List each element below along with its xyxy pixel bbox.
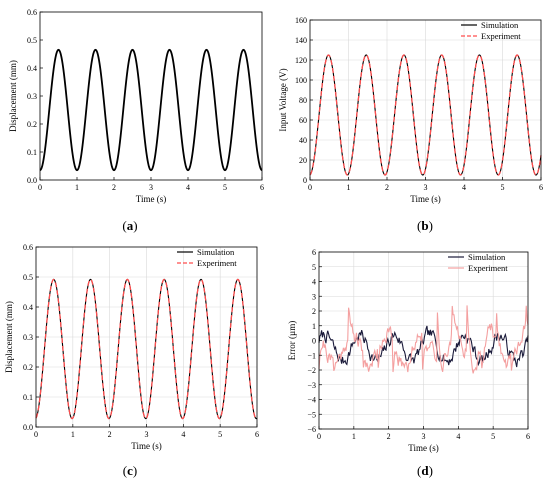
- y-tick-label: 0.2: [27, 120, 37, 129]
- y-axis-label: Displacement (mm): [8, 60, 18, 132]
- y-tick-label: −3: [307, 381, 316, 390]
- x-tick-label: 5: [218, 430, 222, 439]
- x-tick-label: 6: [526, 432, 530, 441]
- series-line-simulation: [318, 325, 529, 368]
- y-tick-label: 0.1: [27, 148, 37, 157]
- x-tick-label: 5: [491, 432, 495, 441]
- x-tick-label: 4: [186, 183, 190, 192]
- y-tick-label: 60: [299, 116, 307, 125]
- y-tick-label: 40: [299, 136, 307, 145]
- panel-label-d: (d): [417, 463, 433, 478]
- x-tick-label: 2: [108, 430, 112, 439]
- x-tick-label: 5: [223, 183, 227, 192]
- x-tick-label: 1: [71, 430, 75, 439]
- x-tick-label: 3: [149, 183, 153, 192]
- y-tick-label: 2: [312, 307, 316, 316]
- x-tick-label: 5: [501, 183, 505, 192]
- y-axis-label: Displacement (mm): [4, 301, 14, 373]
- y-tick-label: 20: [299, 156, 307, 165]
- x-axis-label: Time (s): [136, 194, 166, 204]
- grid-lines: [36, 247, 257, 427]
- legend-entry: Experiment: [468, 263, 508, 273]
- legend-entry: Experiment: [197, 258, 237, 268]
- y-tick-label: 120: [295, 56, 307, 65]
- chart-panel-c: 0 1 2 3 4 5 6 0.0 0.1 0.2 0.3 0.4 0.5 0.6 Time (s) Disp…: [4, 243, 259, 478]
- y-tick-label: 0.3: [27, 92, 37, 101]
- y-tick-label: −6: [307, 425, 316, 434]
- x-tick-label: 4: [181, 430, 185, 439]
- panel-label-b: (b): [417, 218, 433, 233]
- y-tick-label: −2: [307, 366, 316, 375]
- y-axis-label: Error (µm): [287, 321, 297, 360]
- x-tick-label: 2: [112, 183, 116, 192]
- x-tick-label: 1: [352, 432, 356, 441]
- y-tick-label: 0.6: [27, 8, 37, 17]
- y-tick-label: 0.1: [23, 393, 33, 402]
- y-tick-label: 0.0: [27, 176, 37, 185]
- y-tick-label: 0.5: [27, 36, 37, 45]
- x-tick-label: 4: [462, 183, 466, 192]
- y-tick-label: 0.0: [23, 423, 33, 432]
- y-tick-label: 0.4: [27, 64, 37, 73]
- x-tick-label: 2: [387, 432, 391, 441]
- y-tick-label: −4: [307, 396, 316, 405]
- series-line-simulation: [309, 54, 542, 176]
- chart-panel-d: 0 1 2 3 4 5 6 −6 −5 −4 −3 −2 −1 0 1 2 3 4 5 6 Time (s) Error …: [287, 248, 530, 478]
- y-tick-label: 140: [295, 36, 307, 45]
- y-axis-label: Input Voltage (V): [278, 68, 288, 131]
- x-axis-label: Time (s): [408, 443, 438, 453]
- y-tick-label: −5: [307, 410, 316, 419]
- x-axis-label: Time (s): [131, 441, 161, 451]
- y-tick-label: 0.4: [23, 303, 33, 312]
- x-tick-label: 1: [75, 183, 79, 192]
- panel-label-a: (a): [122, 218, 137, 233]
- y-tick-label: 0: [312, 337, 316, 346]
- chart-panel-a: 0 1 2 3 4 5 6 0.0 0.1 0.2 0.3 0.4 0.5 0.6 Time (s) Disp…: [8, 8, 264, 233]
- y-tick-label: 5: [312, 263, 316, 272]
- legend-entry: Simulation: [468, 252, 506, 262]
- y-tick-label: −1: [307, 351, 316, 360]
- y-tick-label: 6: [312, 248, 316, 257]
- x-tick-label: 1: [347, 183, 351, 192]
- y-tick-label: 1: [312, 322, 316, 331]
- x-tick-label: 6: [255, 430, 259, 439]
- y-tick-label: 100: [295, 76, 307, 85]
- y-tick-label: 0.2: [23, 363, 33, 372]
- grid-lines: [310, 20, 541, 180]
- y-tick-label: 160: [295, 16, 307, 25]
- x-tick-label: 0: [38, 183, 42, 192]
- y-tick-label: 0: [303, 176, 307, 185]
- legend-entry: Simulation: [481, 20, 519, 30]
- legend-entry: Simulation: [197, 247, 235, 257]
- y-tick-label: 0.5: [23, 273, 33, 282]
- x-tick-label: 3: [422, 432, 426, 441]
- y-tick-label: 0.6: [23, 243, 33, 252]
- y-tick-label: 0.3: [23, 333, 33, 342]
- x-tick-label: 4: [456, 432, 460, 441]
- panel-label-c: (c): [123, 463, 137, 478]
- x-tick-label: 6: [539, 183, 543, 192]
- x-tick-label: 2: [385, 183, 389, 192]
- series-line-experiment: [35, 278, 258, 420]
- grid-lines: [319, 252, 528, 429]
- x-tick-label: 0: [317, 432, 321, 441]
- x-tick-label: 3: [145, 430, 149, 439]
- y-tick-label: 3: [312, 292, 316, 301]
- x-tick-label: 3: [424, 183, 428, 192]
- y-tick-label: 4: [312, 278, 316, 287]
- legend-entry: Experiment: [481, 31, 521, 41]
- x-tick-label: 0: [308, 183, 312, 192]
- series-line-experiment: [318, 305, 529, 374]
- x-tick-label: 0: [34, 430, 38, 439]
- y-tick-label: 80: [299, 96, 307, 105]
- x-axis-label: Time (s): [410, 194, 440, 204]
- x-tick-label: 6: [260, 183, 264, 192]
- series-line-data: [39, 48, 263, 172]
